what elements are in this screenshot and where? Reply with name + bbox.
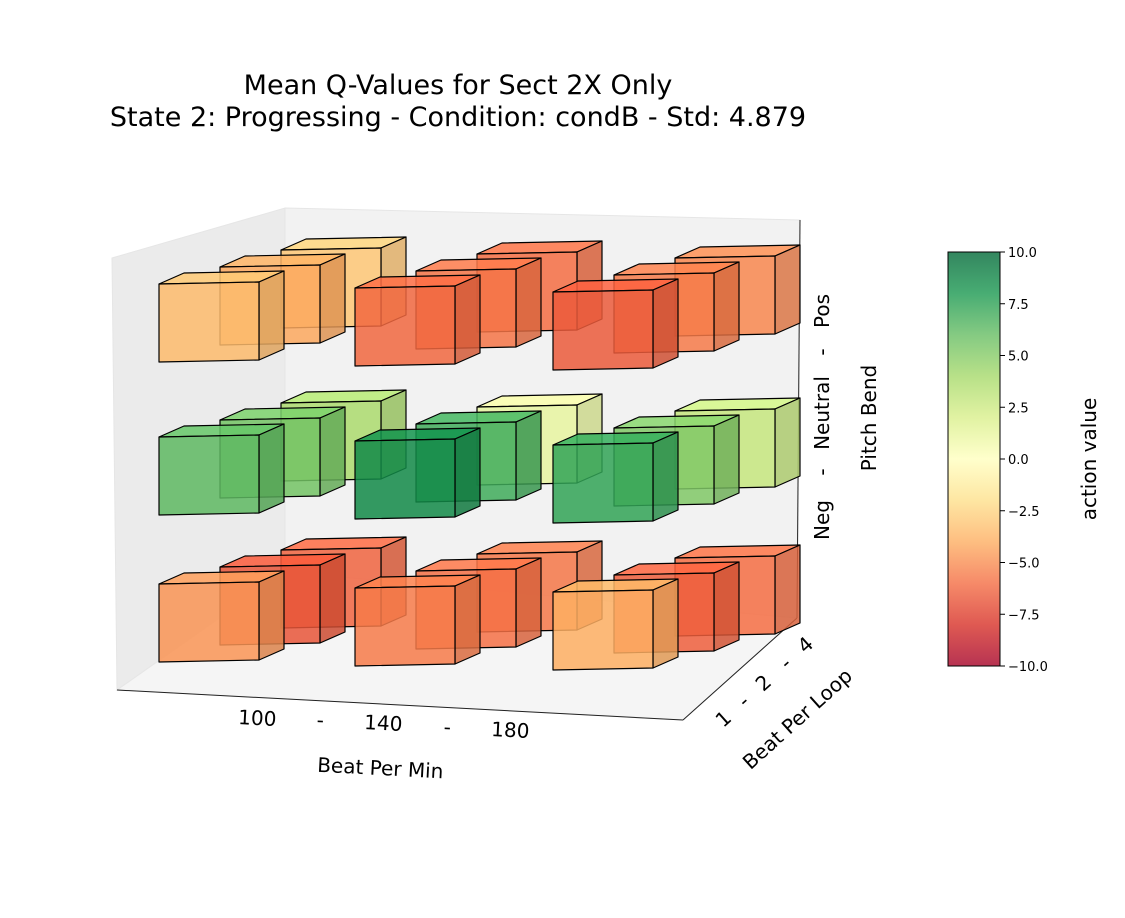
bar-side-face [454, 574, 481, 665]
bar-front-face [158, 281, 260, 363]
bar-side-face [258, 570, 285, 661]
x-tick-label: 140 [364, 710, 403, 736]
bar-side-face [652, 431, 679, 522]
colorbar-tick-label: −10.0 [1008, 660, 1048, 675]
bar-neutral-180-1 [552, 431, 679, 524]
bar-side-face [454, 274, 481, 365]
colorbar-tick-label: 5.0 [1008, 350, 1029, 365]
colorbar-tick-label: −2.5 [1008, 505, 1040, 520]
bar-side-face [774, 244, 801, 335]
y-tick-label: 1 [711, 706, 737, 732]
y-tick-label: - [733, 689, 754, 712]
colorbar-tick-label: 10.0 [1008, 246, 1037, 261]
bar-pos-140-1 [354, 274, 481, 367]
bar-side-face [319, 553, 346, 644]
z-tick-label: Pos [810, 294, 834, 328]
bar-side-face [652, 278, 679, 369]
bar-neutral-100-1 [158, 423, 285, 516]
y-tick-label: - [775, 651, 796, 674]
colorbar-tick-label: 7.5 [1008, 298, 1029, 313]
bar-pos-180-1 [552, 278, 679, 371]
bar-front-face [158, 581, 260, 663]
z-tick-label: Neutral [810, 376, 834, 450]
colorbar-gradient [947, 251, 1001, 667]
chart-subtitle: State 2: Progressing - Condition: condB … [110, 102, 806, 133]
bar-side-face [258, 270, 285, 361]
x-tick-labels: 100 - 140 - 180 [238, 705, 530, 743]
colorbar-ticks: 10.0 7.5 5.0 2.5 0.0 −2.5 −5.0 −7.5 −10.0 [1000, 246, 1048, 675]
bar-side-face [713, 561, 740, 652]
bar-neutral-140-1 [354, 427, 481, 520]
z-tick-label: - [810, 468, 834, 475]
y-axis-line [682, 617, 798, 721]
chart-title: Mean Q-Values for Sect 2X Only [244, 70, 673, 101]
bar-front-face [354, 285, 456, 367]
y-tick-label: 2 [751, 670, 777, 696]
bar-side-face [319, 253, 346, 344]
z-tick-label: - [810, 348, 834, 355]
x-tick-label: 180 [491, 717, 530, 743]
bar-neg-140-1 [354, 574, 481, 667]
bar-side-face [319, 406, 346, 497]
colorbar-tick-label: −5.0 [1008, 557, 1040, 572]
bar-neg-100-1 [158, 570, 285, 663]
bar-side-face [515, 557, 542, 648]
x-tick-label: - [443, 715, 451, 739]
z-tick-label: Neg [810, 500, 834, 540]
bar-side-face [713, 261, 740, 352]
bar-front-face [552, 289, 654, 371]
x-axis-label: Beat Per Min [317, 753, 444, 784]
x-axis-line [116, 689, 684, 721]
y-tick-label: 4 [793, 632, 819, 658]
colorbar-label: action value [1077, 398, 1101, 521]
bar-side-face [713, 414, 740, 505]
z-axis-label: Pitch Bend [857, 365, 881, 471]
bar-side-face [454, 427, 481, 518]
x-tick-label: 100 [238, 705, 277, 731]
colorbar: 10.0 7.5 5.0 2.5 0.0 −2.5 −5.0 −7.5 −10.0 action… [947, 246, 1101, 675]
colorbar-tick-label: 0.0 [1008, 453, 1029, 468]
bar-neg-180-1 [552, 578, 679, 671]
bar-side-face [774, 397, 801, 488]
bar-side-face [774, 544, 801, 635]
bar-side-face [258, 423, 285, 514]
bar-front-face [552, 442, 654, 524]
bar-front-face [158, 434, 260, 516]
bar-side-face [652, 578, 679, 669]
z-tick-labels: Neg - Neutral - Pos [810, 294, 834, 540]
bar-pos-100-1 [158, 270, 285, 363]
bar-front-face [552, 589, 654, 671]
colorbar-tick-label: 2.5 [1008, 401, 1029, 416]
bars-group [158, 236, 801, 671]
bar-side-face [515, 257, 542, 348]
bar-side-face [515, 410, 542, 501]
bar-front-face [354, 585, 456, 667]
bar-front-face [354, 438, 456, 520]
colorbar-tick-label: −7.5 [1008, 608, 1040, 623]
x-tick-label: - [316, 708, 324, 732]
